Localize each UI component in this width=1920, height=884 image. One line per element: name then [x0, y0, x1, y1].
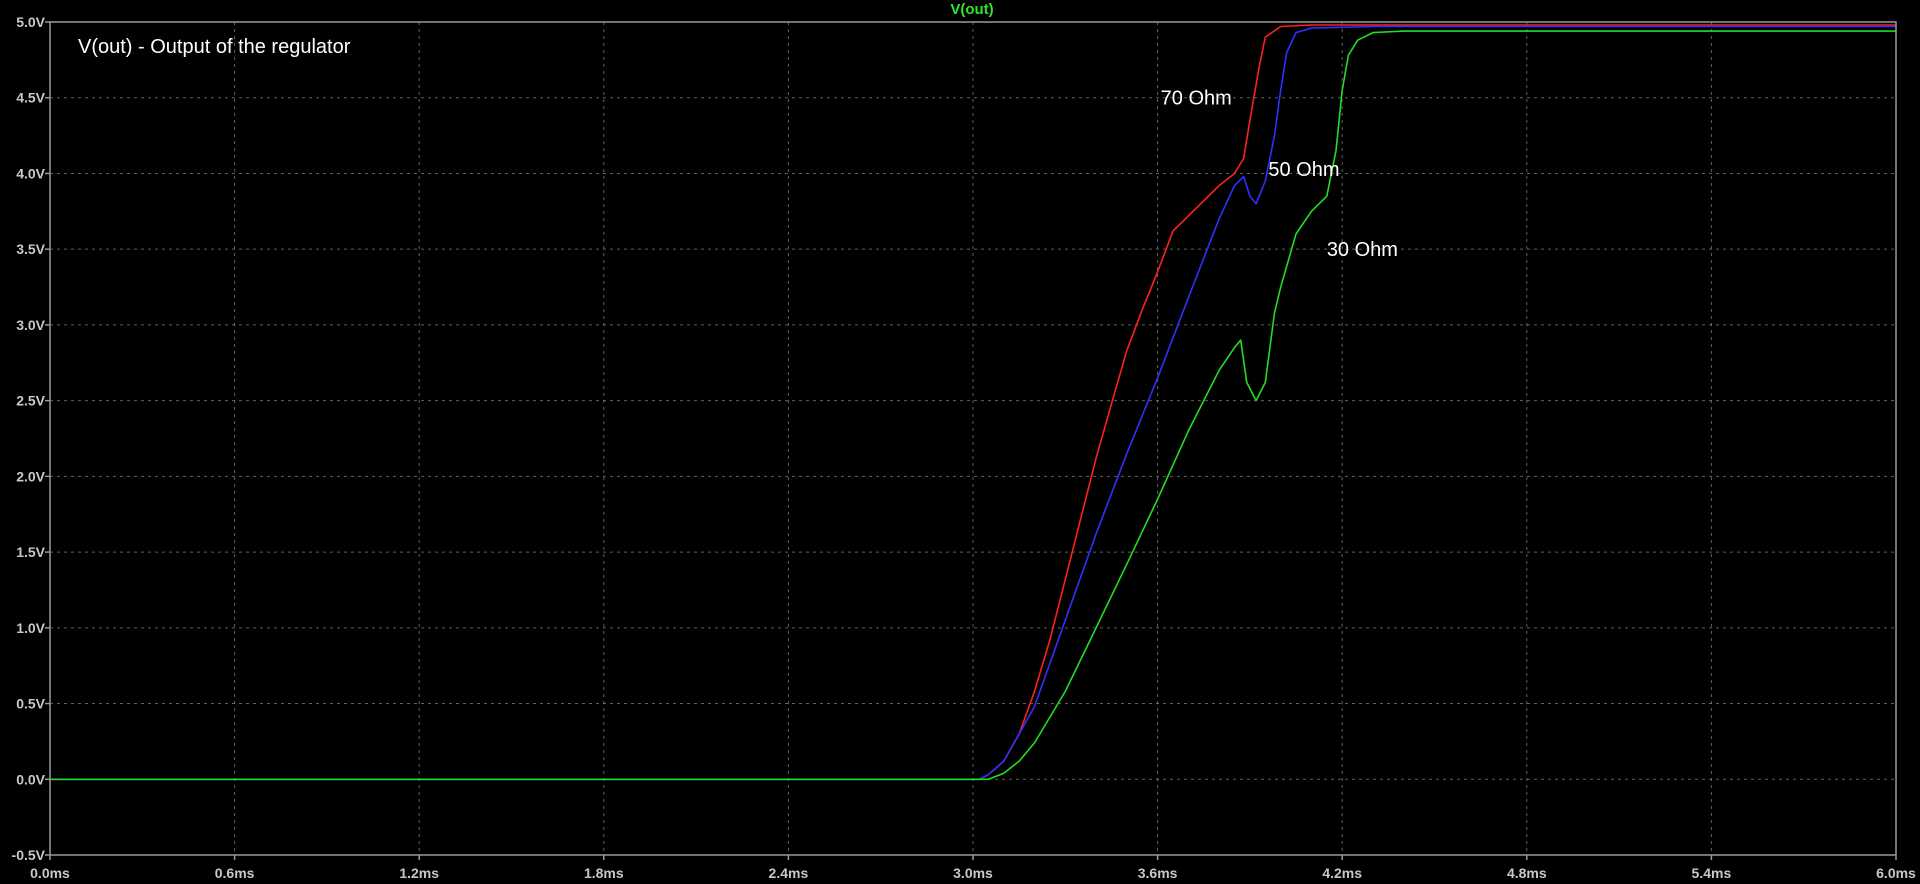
y-tick-label: 3.0V	[16, 317, 45, 333]
series-group	[50, 24, 1896, 781]
y-tick-label: 4.5V	[16, 90, 45, 106]
y-tick-label: -0.5V	[12, 847, 46, 863]
x-tick-label: 4.2ms	[1322, 865, 1362, 881]
y-tick-label: 0.5V	[16, 696, 45, 712]
series-line-50-ohm	[50, 25, 1896, 781]
x-tick-label: 1.8ms	[584, 865, 624, 881]
x-tick-label: 4.8ms	[1507, 865, 1547, 881]
x-tick-label: 1.2ms	[399, 865, 439, 881]
y-tick-label: 1.0V	[16, 620, 45, 636]
y-tick-label: 3.5V	[16, 241, 45, 257]
series-label: 70 Ohm	[1161, 88, 1232, 110]
y-tick-label: 2.0V	[16, 468, 45, 484]
annotation-title: V(out) - Output of the regulator	[78, 36, 351, 58]
series-label: 50 Ohm	[1268, 159, 1339, 181]
x-tick-label: 3.0ms	[953, 865, 993, 881]
y-tick-label: 5.0V	[16, 14, 45, 30]
y-tick-label: 4.0V	[16, 165, 45, 181]
y-tick-label: 1.5V	[16, 544, 45, 560]
x-tick-label: 5.4ms	[1692, 865, 1732, 881]
x-tick-label: 3.6ms	[1138, 865, 1178, 881]
x-tick-label: 0.0ms	[30, 865, 70, 881]
x-tick-label: 0.6ms	[215, 865, 255, 881]
chart-header: V(out)	[950, 1, 993, 18]
series-line-70-ohm	[50, 24, 1896, 781]
series-labels: 70 Ohm 50 Ohm 30 Ohm	[1161, 88, 1398, 261]
grid	[50, 22, 1896, 855]
x-tick-label: 6.0ms	[1876, 865, 1916, 881]
series-line-30-ohm	[50, 30, 1896, 781]
x-tick-label: 2.4ms	[769, 865, 809, 881]
y-tick-label: 0.0V	[16, 771, 45, 787]
series-label: 30 Ohm	[1327, 239, 1398, 261]
tick-labels: 0.0ms 0.6ms 1.2ms 1.8ms 2.4ms 3.0ms 3.6ms 4.2ms…	[12, 14, 1917, 881]
y-tick-label: 2.5V	[16, 393, 45, 409]
